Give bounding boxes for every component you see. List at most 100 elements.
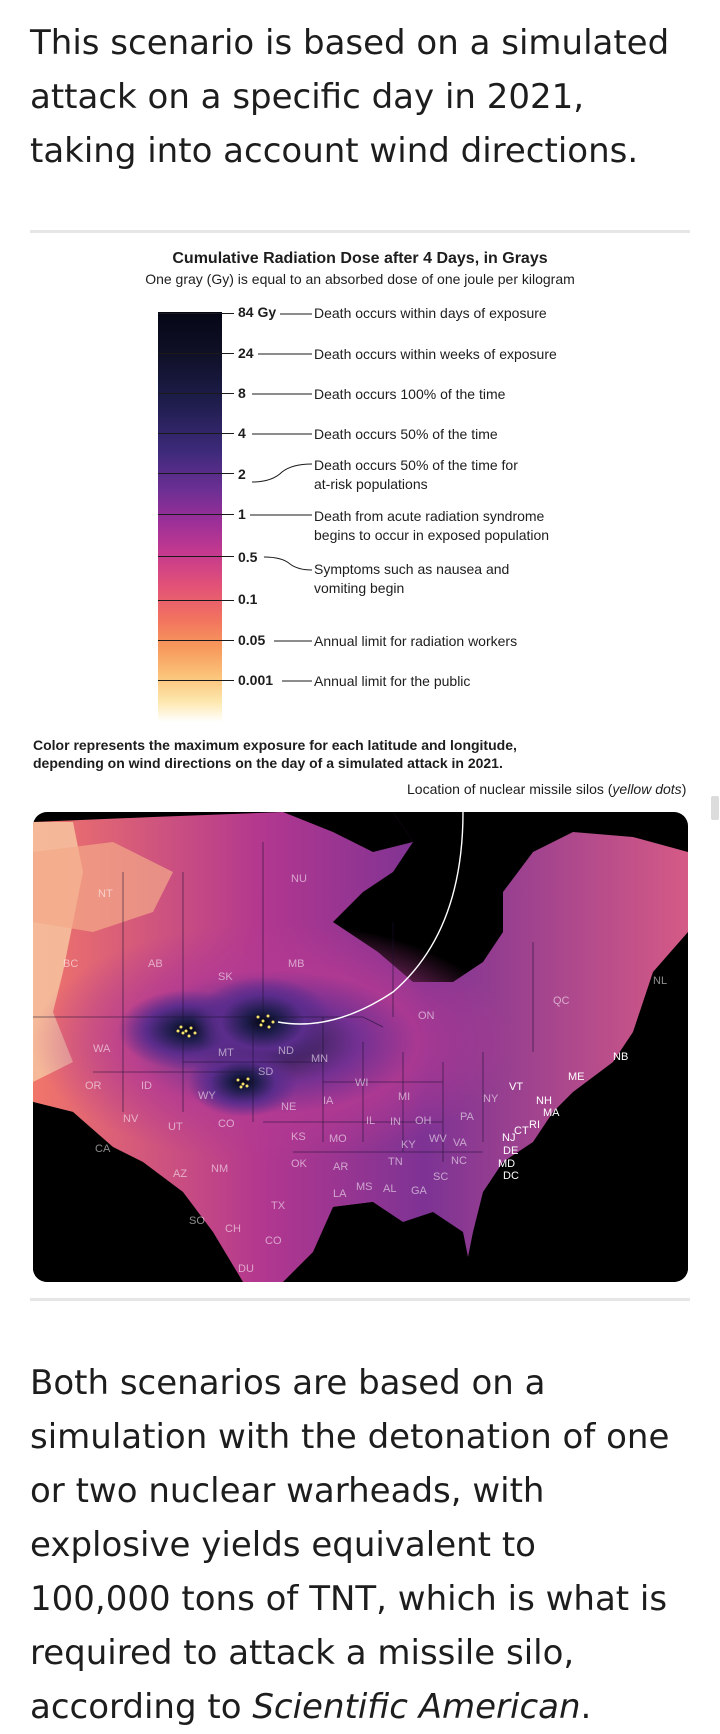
- leader-line: [252, 463, 313, 483]
- scroll-handle[interactable]: [711, 796, 719, 820]
- map-label: NE: [281, 1101, 296, 1113]
- map-label: NY: [483, 1093, 499, 1105]
- leader-line: [274, 640, 312, 642]
- map-label: SO: [189, 1215, 205, 1227]
- map-note: Color represents the maximum exposure fo…: [33, 736, 517, 772]
- map-label: NM: [211, 1163, 228, 1175]
- silo-dots: [176, 1014, 275, 1089]
- fallout-map-graphic: NU NT BC AB SK MB ON QC NL NB WA OR CA I…: [33, 812, 688, 1282]
- desc-line: at-risk populations: [314, 476, 428, 492]
- map-label: CA: [95, 1143, 111, 1155]
- legend-subtitle: One gray (Gy) is equal to an absorbed do…: [145, 271, 575, 287]
- map-label: CO: [265, 1235, 282, 1247]
- map-label: VA: [453, 1137, 468, 1149]
- tick-label: 4: [238, 425, 246, 441]
- tick-description: Annual limit for the public: [314, 673, 471, 689]
- map-label: CO: [218, 1118, 235, 1130]
- tick-description: Death occurs 50% of the time for at-risk…: [314, 456, 518, 494]
- silo-note-italic: yellow dots: [612, 781, 682, 797]
- map-label: NU: [291, 873, 307, 885]
- map-label: BC: [63, 958, 78, 970]
- borders: [33, 842, 534, 1162]
- map-label: ME: [568, 1071, 585, 1083]
- leader-line: [264, 556, 313, 571]
- map-label: AZ: [173, 1168, 187, 1180]
- map-label: MI: [398, 1091, 410, 1103]
- map-label: OH: [415, 1115, 432, 1127]
- tick-description: Death occurs within days of exposure: [314, 305, 547, 321]
- map-label: MB: [288, 958, 305, 970]
- closing-end: .: [580, 1687, 592, 1727]
- tick-mark: [158, 556, 234, 557]
- closing-citation: Scientific American: [252, 1687, 581, 1727]
- map-label: WV: [429, 1133, 447, 1145]
- tick-label: 8: [238, 385, 246, 401]
- map-label: CH: [225, 1223, 241, 1235]
- map-label: LA: [333, 1188, 347, 1200]
- map-label: VT: [509, 1081, 523, 1093]
- tick-mark: [158, 313, 234, 314]
- map-label: DE: [503, 1145, 518, 1157]
- tick-mark: [158, 640, 234, 641]
- map-label: SD: [258, 1066, 273, 1078]
- tick-mark: [158, 393, 234, 394]
- map-label: TX: [271, 1200, 286, 1212]
- desc-line: Death occurs 50% of the time for: [314, 457, 518, 473]
- map-label: AR: [333, 1161, 348, 1173]
- desc-line: Symptoms such as nausea and: [314, 561, 510, 577]
- tick-mark: [158, 680, 234, 681]
- map-label: NL: [653, 975, 667, 987]
- map-label: MO: [329, 1133, 347, 1145]
- map-label: MA: [543, 1107, 560, 1119]
- map-label: DU: [238, 1263, 254, 1275]
- leader-line: [280, 313, 312, 315]
- silo-note-close: ): [681, 781, 687, 797]
- northwest-light: [33, 842, 173, 932]
- tick-label: 0.5: [238, 549, 258, 565]
- tick-mark: [158, 514, 234, 515]
- intro-paragraph: This scenario is based on a simulated at…: [30, 23, 670, 171]
- tick-label: 84 Gy: [238, 304, 277, 320]
- tick-description: Death occurs 100% of the time: [314, 386, 506, 402]
- map-label: ID: [141, 1080, 152, 1092]
- map-label: TN: [388, 1156, 403, 1168]
- fallout-plume: [188, 1047, 298, 1117]
- map-label: WI: [355, 1077, 368, 1089]
- tick-description: Annual limit for radiation workers: [314, 633, 518, 649]
- map-label: PA: [460, 1111, 475, 1123]
- tick-label: 1: [238, 506, 246, 522]
- map-label: AB: [148, 958, 163, 970]
- pacific-water: [33, 1102, 203, 1282]
- tick-label: 0.1: [238, 591, 258, 607]
- silo-callout-line: [277, 812, 464, 1025]
- tick-mark: [158, 473, 234, 474]
- map-label: ND: [278, 1045, 294, 1057]
- map-label: QC: [553, 995, 570, 1007]
- closing-text: Both scenarios are based on a simulation…: [30, 1363, 670, 1727]
- map-label: MN: [311, 1053, 328, 1065]
- map-label: NV: [123, 1113, 139, 1125]
- silo-note-text: Location of nuclear missile silos (: [407, 781, 613, 797]
- map-label: NJ: [502, 1132, 515, 1144]
- map-label: NH: [536, 1095, 552, 1107]
- map-label: OR: [85, 1080, 102, 1092]
- tick-description: Symptoms such as nausea and vomiting beg…: [314, 560, 509, 598]
- map-label: SK: [218, 971, 233, 983]
- map-label: KY: [401, 1139, 416, 1151]
- map-label: MS: [356, 1181, 373, 1193]
- map-label: WY: [198, 1090, 216, 1102]
- tick-label: 2: [238, 466, 246, 482]
- map-label: WA: [93, 1043, 111, 1055]
- tick-description: Death occurs 50% of the time: [314, 426, 498, 442]
- tick-label: 0.05: [238, 632, 266, 648]
- desc-line: begins to occur in exposed population: [314, 527, 550, 543]
- atlantic-water: [493, 1042, 688, 1282]
- hudson-bay: [393, 852, 493, 952]
- map-label: NB: [613, 1051, 628, 1063]
- arctic-water: [283, 812, 413, 852]
- leader-line: [282, 680, 312, 682]
- closing-paragraph: Both scenarios are based on a simulation…: [30, 1356, 680, 1734]
- map-label: RI: [529, 1119, 540, 1131]
- tick-description: Death from acute radiation syndrome begi…: [314, 507, 549, 545]
- section-divider-top: [30, 230, 690, 233]
